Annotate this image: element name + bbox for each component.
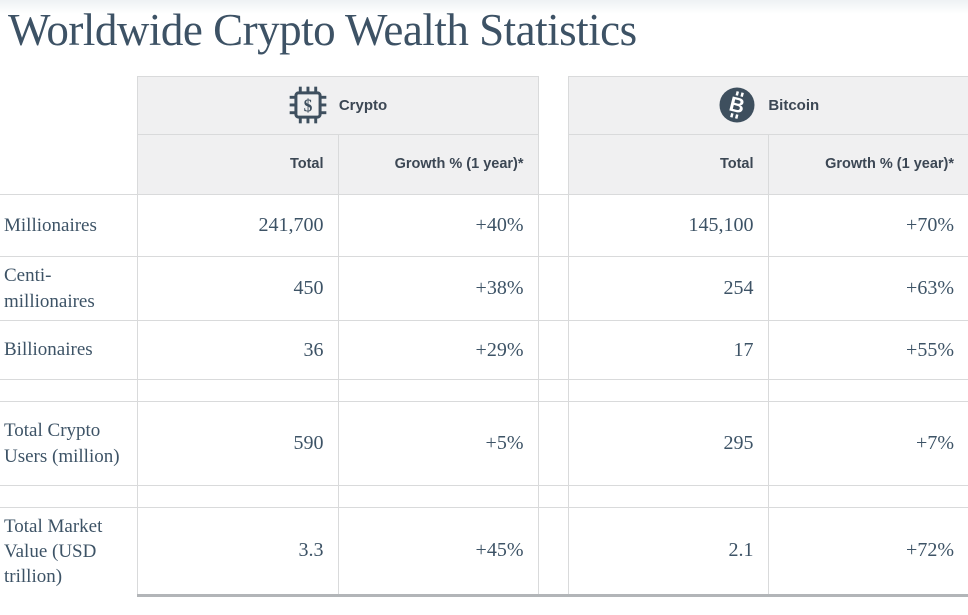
row-label: Billionaires [0, 320, 138, 380]
bitcoin-growth-value: +72% [767, 507, 968, 597]
crypto-total-value: 3.3 [137, 507, 338, 597]
bitcoin-growth-value: +63% [767, 256, 968, 321]
bitcoin-growth-value: +70% [767, 194, 968, 257]
bitcoin-total-value: 2.1 [568, 507, 768, 597]
header-corner-cell [0, 76, 138, 134]
crypto-growth-header: Growth % (1 year)* [337, 134, 538, 195]
crypto-growth-value: +5% [337, 401, 538, 486]
crypto-growth-value: +38% [337, 256, 538, 321]
bitcoin-growth-header: Growth % (1 year)* [767, 134, 968, 195]
crypto-group-label: Crypto [338, 96, 388, 114]
crypto-total-value: 36 [137, 320, 338, 380]
row-label: Total Crypto Users (million) [0, 401, 138, 486]
spacer-row [0, 485, 968, 508]
bitcoin-total-value: 145,100 [568, 194, 768, 257]
svg-text:$: $ [303, 95, 312, 115]
subheader-corner-cell [0, 134, 138, 195]
table-row-total-crypto-users: Total Crypto Users (million) 590 +5% 295… [0, 401, 968, 486]
crypto-growth-value: +40% [337, 194, 538, 257]
bitcoin-group-header: B Bitcoin [568, 75, 968, 135]
table-row-total-market-value: Total Market Value (USD trillion) 3.3 +4… [0, 507, 968, 597]
bitcoin-total-header: Total [568, 134, 768, 195]
row-label: Total Market Value (USD trillion) [0, 507, 138, 596]
group-header-row: $ Crypto B [0, 75, 968, 135]
crypto-growth-value: +45% [337, 507, 538, 597]
column-gap [537, 320, 569, 380]
table-row-centi-millionaires: Centi-millionaires 450 +38% 254 +63% [0, 256, 968, 321]
column-gap [537, 507, 569, 597]
crypto-wealth-table: $ Crypto B [0, 75, 968, 597]
sub-header-row: Total Growth % (1 year)* Total Growth % … [0, 134, 968, 195]
column-gap [537, 76, 569, 134]
bitcoin-growth-value: +7% [767, 401, 968, 486]
column-gap [537, 401, 569, 486]
crypto-total-header: Total [137, 134, 338, 195]
column-gap [537, 194, 569, 257]
row-label: Centi-millionaires [0, 256, 138, 321]
bitcoin-total-value: 295 [568, 401, 768, 486]
column-gap [537, 134, 569, 195]
bitcoin-group-label: Bitcoin [768, 96, 820, 114]
bitcoin-growth-value: +55% [767, 320, 968, 380]
crypto-total-value: 241,700 [137, 194, 338, 257]
page-title: Worldwide Crypto Wealth Statistics [8, 5, 637, 55]
crypto-total-value: 450 [137, 256, 338, 321]
crypto-chip-icon: $ [288, 85, 328, 125]
table-row-millionaires: Millionaires 241,700 +40% 145,100 +70% [0, 194, 968, 257]
table-row-billionaires: Billionaires 36 +29% 17 +55% [0, 320, 968, 380]
crypto-total-value: 590 [137, 401, 338, 486]
svg-text:B: B [727, 93, 747, 119]
bitcoin-icon: B [717, 85, 757, 125]
crypto-growth-value: +29% [337, 320, 538, 380]
bitcoin-total-value: 254 [568, 256, 768, 321]
column-gap [537, 256, 569, 321]
row-label: Millionaires [0, 194, 138, 257]
crypto-group-header: $ Crypto [137, 75, 538, 135]
bitcoin-total-value: 17 [568, 320, 768, 380]
spacer-row [0, 379, 968, 402]
